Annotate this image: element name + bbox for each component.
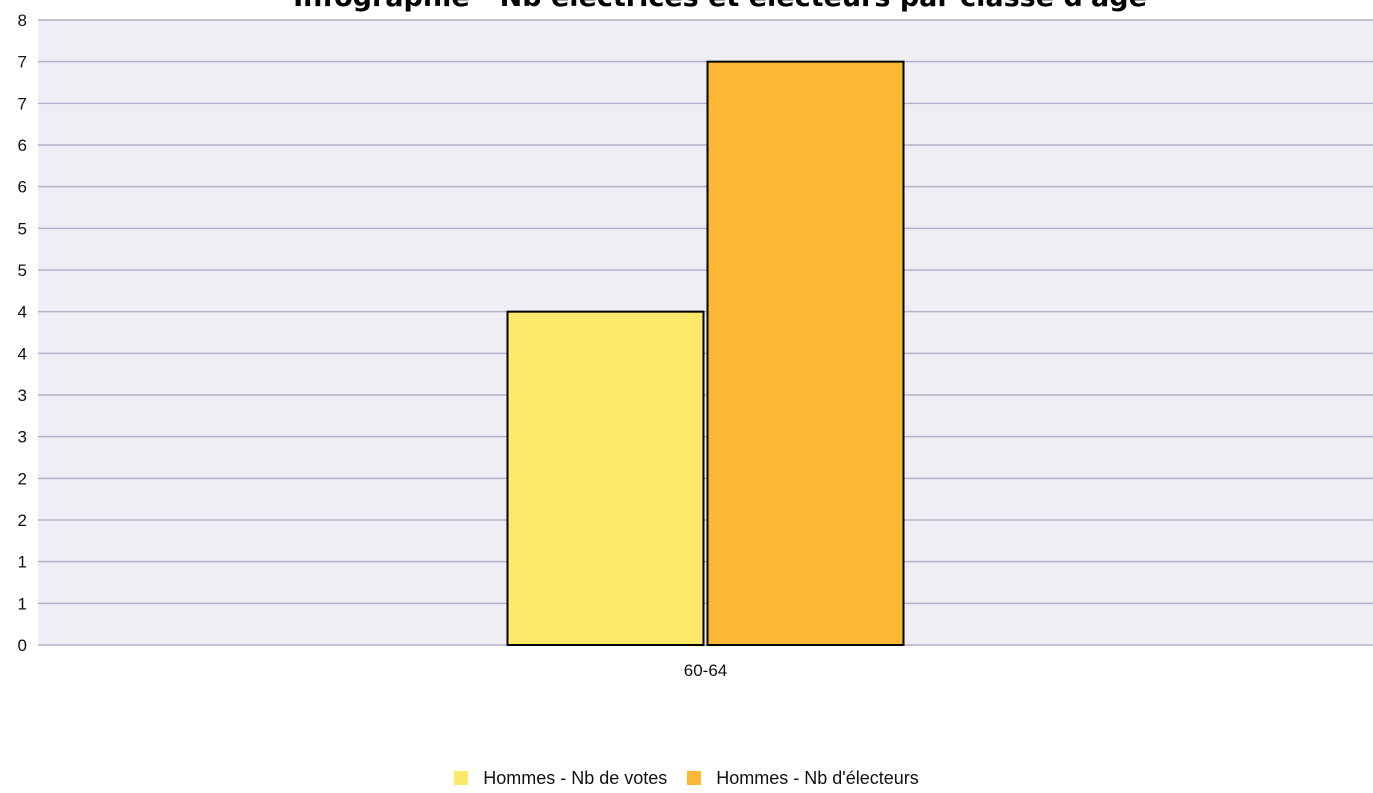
legend-item: Hommes - Nb d'électeurs xyxy=(687,768,919,789)
y-tick-label: 1 xyxy=(18,553,27,572)
y-tick-label: 6 xyxy=(18,178,27,197)
y-tick-label: 1 xyxy=(18,594,27,613)
y-tick-label: 7 xyxy=(18,94,27,113)
y-tick-label: 2 xyxy=(18,469,27,488)
y-tick-label: 0 xyxy=(18,636,27,655)
y-tick-label: 3 xyxy=(18,386,27,405)
y-tick-label: 5 xyxy=(18,219,27,238)
y-tick-label: 4 xyxy=(18,303,27,322)
y-tick-label: 7 xyxy=(18,53,27,72)
y-tick-label: 6 xyxy=(18,136,27,155)
bar-series-0 xyxy=(506,310,705,646)
x-tick-label: 60-64 xyxy=(684,661,727,680)
y-tick-label: 4 xyxy=(18,344,27,363)
chart-title: Infographie - Nb électrices et électeurs… xyxy=(293,0,1147,13)
legend-swatch xyxy=(687,771,702,785)
chart: Infographie - Nb électrices et électeurs… xyxy=(18,0,1373,680)
y-tick-label: 3 xyxy=(18,428,27,447)
y-tick-label: 8 xyxy=(18,11,27,30)
legend: Hommes - Nb de votes Hommes - Nb d'électe… xyxy=(0,763,1373,793)
legend-label: Hommes - Nb de votes xyxy=(483,767,668,788)
bar-series-1 xyxy=(706,60,905,646)
legend-swatch xyxy=(454,771,469,785)
y-tick-label: 5 xyxy=(18,261,27,280)
plot-area xyxy=(38,20,1373,645)
legend-item: Hommes - Nb de votes xyxy=(454,768,667,789)
y-tick-label: 2 xyxy=(18,511,27,530)
legend-label: Hommes - Nb d'électeurs xyxy=(716,767,919,788)
